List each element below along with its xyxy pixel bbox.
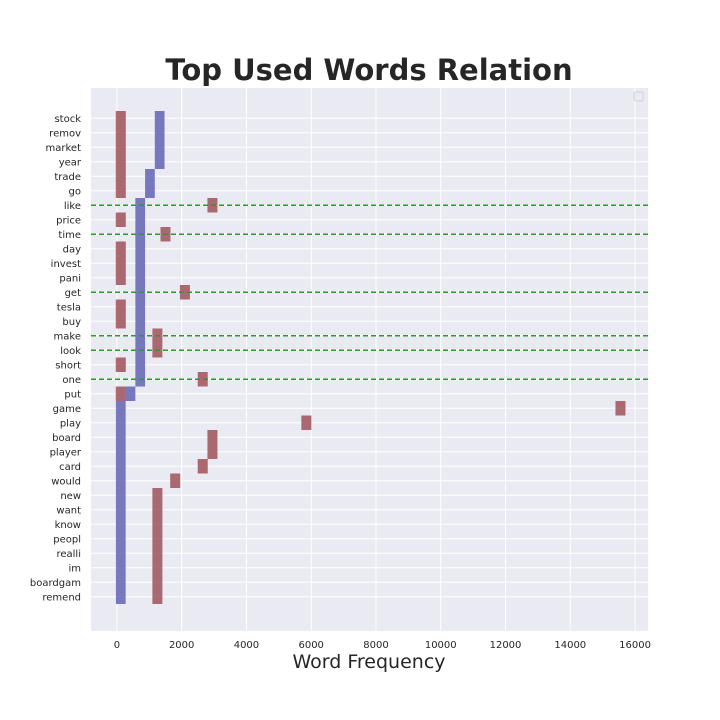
x-tick-label: 14000 — [554, 640, 586, 651]
y-tick-label: market — [46, 143, 82, 154]
red-bar — [152, 502, 163, 517]
y-tick-label: make — [54, 331, 81, 342]
x-tick-label: 10000 — [425, 640, 457, 651]
y-tick-label: price — [56, 215, 81, 226]
red-bar — [170, 473, 181, 488]
red-bar — [152, 560, 163, 575]
red-bar — [301, 415, 312, 430]
x-tick-label: 2000 — [169, 640, 194, 651]
y-tick-label: board — [52, 433, 81, 444]
y-tick-label: remend — [42, 592, 81, 603]
y-tick-label: short — [55, 360, 81, 371]
y-tick-label: go — [69, 186, 81, 197]
red-bar — [115, 154, 126, 169]
red-bar — [152, 589, 163, 604]
x-tick-label: 16000 — [619, 640, 651, 651]
x-tick-label: 4000 — [234, 640, 259, 651]
y-tick-label: get — [65, 288, 82, 299]
red-bar — [197, 459, 208, 474]
y-tick-label: card — [59, 462, 81, 473]
highlight-lines — [91, 204, 648, 380]
y-tick-label: know — [55, 520, 81, 531]
y-tick-label: time — [58, 230, 81, 241]
red-bar — [115, 125, 126, 140]
y-tick-label: stock — [54, 114, 81, 125]
red-bar — [115, 357, 126, 372]
red-bar — [115, 270, 126, 285]
y-tick-label: realli — [56, 549, 81, 560]
y-tick-label: play — [60, 418, 81, 429]
y-tick-labels: stock remov market year trade go like price time… — [30, 114, 82, 604]
chart-title: Top Used Words Relation — [165, 53, 572, 87]
red-bar — [152, 575, 163, 590]
y-tick-label: remov — [49, 128, 81, 139]
y-tick-label: boardgam — [30, 578, 81, 589]
red-bar — [152, 517, 163, 532]
red-bar — [115, 241, 126, 256]
red-bar — [615, 401, 626, 416]
red-bar — [152, 546, 163, 561]
red-bar — [115, 212, 126, 227]
y-tick-label: would — [51, 476, 81, 487]
y-tick-label: trade — [54, 172, 81, 183]
y-tick-label: new — [60, 491, 81, 502]
y-tick-label: tesla — [57, 302, 81, 313]
red-bar — [197, 372, 208, 387]
y-tick-label: game — [53, 404, 81, 415]
y-tick-label: buy — [62, 317, 81, 328]
y-tick-label: invest — [51, 259, 81, 270]
blue-bar — [125, 386, 136, 401]
red-bar — [152, 488, 163, 503]
y-tick-label: day — [63, 244, 81, 255]
legend-box — [633, 91, 644, 102]
blue-bar — [115, 401, 126, 604]
y-tick-label: pani — [59, 273, 81, 284]
x-tick-label: 12000 — [490, 640, 522, 651]
plot-area — [91, 88, 648, 631]
red-bar — [115, 111, 126, 126]
red-bar — [115, 140, 126, 155]
red-bar — [115, 169, 126, 184]
y-tick-label: put — [64, 389, 81, 400]
y-tick-label: one — [62, 375, 81, 386]
red-bar — [179, 285, 190, 300]
red-bar — [115, 183, 126, 198]
y-tick-label: want — [56, 505, 81, 516]
red-bar — [152, 531, 163, 546]
y-tick-label: peopl — [53, 534, 81, 545]
y-tick-label: look — [60, 346, 81, 357]
red-bar — [115, 314, 126, 329]
red-bar — [207, 444, 218, 459]
red-bar — [115, 299, 126, 314]
y-tick-label: player — [50, 447, 82, 458]
x-tick-labels: 0 2000 4000 6000 8000 10000 12000 14000 16000 — [114, 640, 651, 651]
grid-layer — [91, 88, 648, 631]
red-bar — [115, 256, 126, 271]
blue-bar — [154, 111, 165, 169]
y-tick-label: like — [64, 201, 81, 212]
blue-bar — [145, 169, 155, 198]
x-axis-label: Word Frequency — [292, 651, 445, 673]
red-bar — [207, 430, 218, 445]
x-tick-label: 0 — [114, 640, 120, 651]
y-tick-label: year — [59, 157, 82, 168]
x-tick-label: 8000 — [363, 640, 388, 651]
red-bar — [115, 386, 126, 401]
y-tick-label: im — [68, 563, 81, 574]
x-tick-label: 6000 — [298, 640, 323, 651]
